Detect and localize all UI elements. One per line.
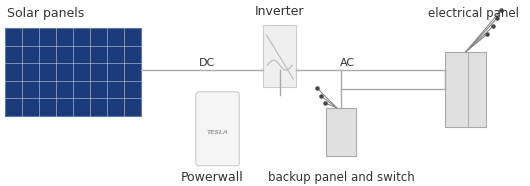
Bar (326, 108, 356, 156)
Bar (445, 52, 487, 127)
Text: TESLA: TESLA (207, 130, 228, 135)
Text: DC: DC (199, 58, 216, 68)
Text: backup panel and switch: backup panel and switch (268, 171, 414, 184)
Text: AC: AC (340, 58, 355, 68)
Text: Inverter: Inverter (255, 5, 305, 18)
Bar (263, 25, 296, 87)
Text: Powerwall: Powerwall (181, 171, 244, 184)
Bar (5, 28, 142, 116)
Text: electrical panel: electrical panel (428, 7, 519, 20)
Text: Solar panels: Solar panels (7, 7, 84, 20)
FancyBboxPatch shape (196, 92, 239, 166)
